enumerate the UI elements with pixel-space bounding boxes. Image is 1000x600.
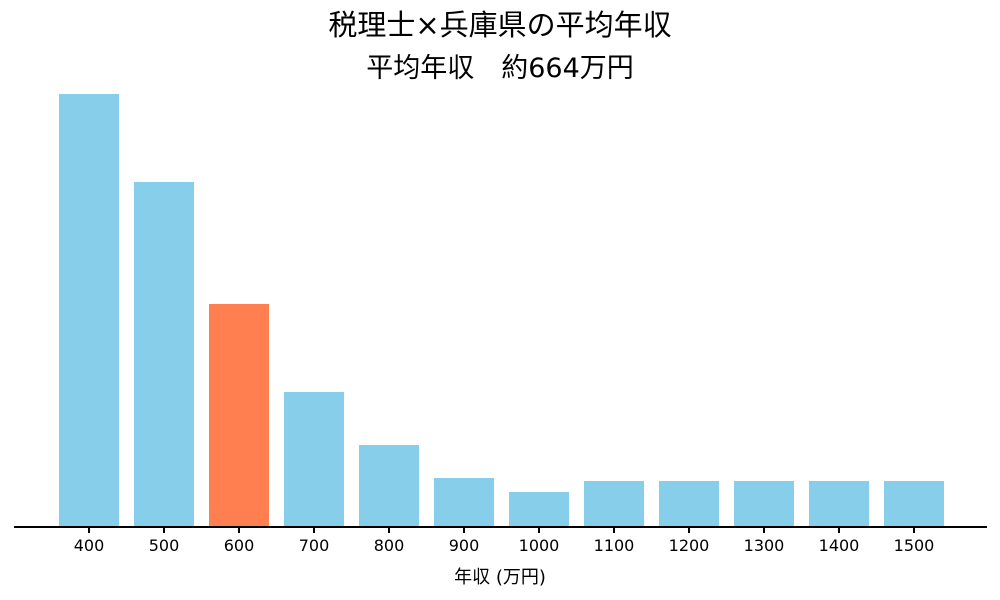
x-tick-label-600: 600 — [223, 536, 255, 555]
bar-1300 — [734, 481, 794, 527]
bar-1000 — [509, 492, 569, 527]
x-tick-label-1000: 1000 — [518, 536, 560, 555]
x-axis-tick-1100 — [613, 528, 615, 533]
x-axis-tick-1000 — [538, 528, 540, 533]
x-axis-line — [14, 526, 987, 528]
bar-1200 — [659, 481, 719, 527]
bar-1100 — [584, 481, 644, 527]
chart-title: 税理士×兵庫県の平均年収 — [328, 8, 672, 42]
x-tick-label-900: 900 — [448, 536, 480, 555]
x-tick-label-400: 400 — [73, 536, 105, 555]
bar-900 — [434, 478, 494, 527]
x-axis-tick-700 — [313, 528, 315, 533]
x-tick-label-1400: 1400 — [818, 536, 860, 555]
x-tick-label-1300: 1300 — [743, 536, 785, 555]
bar-500 — [134, 182, 194, 527]
x-tick-label-700: 700 — [298, 536, 330, 555]
bar-1500 — [884, 481, 944, 527]
x-axis-tick-900 — [463, 528, 465, 533]
x-tick-label-1500: 1500 — [893, 536, 935, 555]
x-axis-tick-500 — [163, 528, 165, 533]
x-tick-label-800: 800 — [373, 536, 405, 555]
bar-600 — [209, 304, 269, 527]
x-axis-tick-1500 — [913, 528, 915, 533]
bar-700 — [284, 392, 344, 527]
x-tick-label-1100: 1100 — [593, 536, 635, 555]
x-axis-tick-800 — [388, 528, 390, 533]
bar-400 — [59, 94, 119, 527]
x-axis-tick-1200 — [688, 528, 690, 533]
bar-1400 — [809, 481, 869, 527]
x-axis-label: 年収 (万円) — [454, 567, 546, 588]
x-axis-tick-600 — [238, 528, 240, 533]
chart-subtitle: 平均年収 約664万円 — [366, 53, 634, 84]
x-tick-label-500: 500 — [148, 536, 180, 555]
bar-800 — [359, 445, 419, 527]
x-axis-tick-1300 — [763, 528, 765, 533]
x-axis-tick-400 — [88, 528, 90, 533]
x-tick-label-1200: 1200 — [668, 536, 710, 555]
x-axis-tick-1400 — [838, 528, 840, 533]
